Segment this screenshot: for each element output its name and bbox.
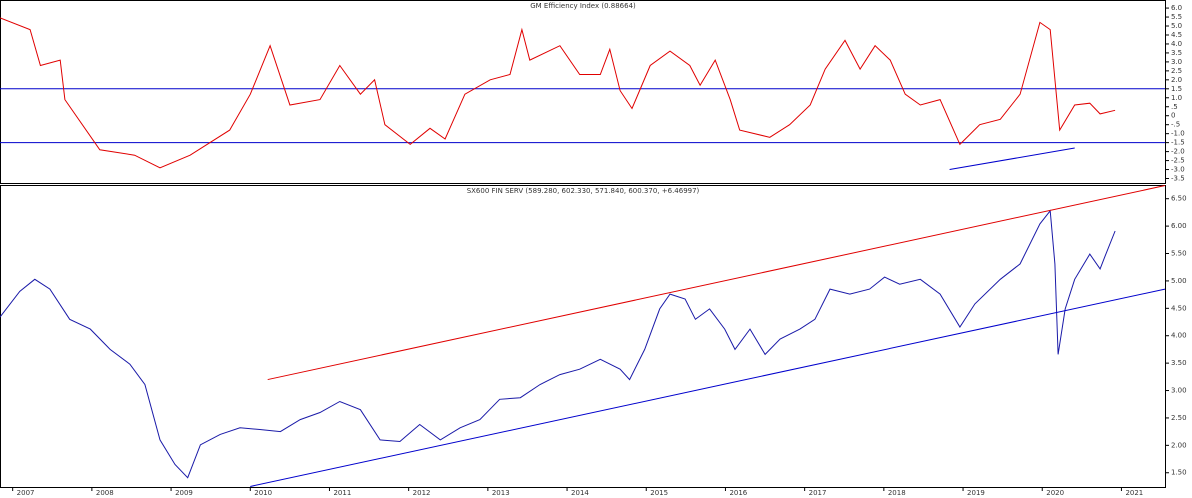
- trend-line: [949, 147, 1075, 171]
- y-tick-label: 2.50: [1171, 414, 1187, 422]
- data-line: [0, 17, 1116, 169]
- y-tick-label: 5.00: [1171, 277, 1187, 285]
- y-tick-label: 6.50: [1171, 195, 1187, 203]
- trend-line: [250, 288, 1166, 487]
- x-tick-label: 2020: [1046, 489, 1064, 497]
- x-tick-label: 2014: [571, 489, 589, 497]
- y-tick-label: 4.00: [1171, 332, 1187, 340]
- data-line: [0, 209, 1116, 479]
- y-tick-label: .5: [1171, 103, 1178, 111]
- x-tick-label: 2019: [967, 489, 985, 497]
- y-tick-label: 6.0: [1171, 4, 1182, 12]
- trend-line: [267, 185, 1166, 381]
- y-tick-label: -2.0: [1171, 148, 1185, 156]
- y-tick-label: -1.5: [1171, 139, 1185, 147]
- y-tick-label: 3.00: [1171, 387, 1187, 395]
- y-tick-label: -.5: [1171, 121, 1180, 129]
- y-tick-label: 4.5: [1171, 31, 1182, 39]
- y-tick-label: -1.0: [1171, 130, 1185, 138]
- y-tick-label: 4.50: [1171, 304, 1187, 312]
- y-tick-label: 3.0: [1171, 58, 1182, 66]
- y-tick-label: 4.0: [1171, 40, 1182, 48]
- x-tick-label: 2007: [17, 489, 35, 497]
- y-tick-label: 1.0: [1171, 94, 1182, 102]
- x-tick-label: 2018: [888, 489, 906, 497]
- y-tick-label: 1.50: [1171, 469, 1187, 477]
- x-tick-label: 2015: [650, 489, 668, 497]
- x-tick-label: 2009: [175, 489, 193, 497]
- y-tick-label: 2.5: [1171, 67, 1182, 75]
- x-tick-label: 2017: [809, 489, 827, 497]
- y-tick-label: 1.5: [1171, 85, 1182, 93]
- x-tick-label: 2008: [96, 489, 114, 497]
- y-tick-label: 3.5: [1171, 49, 1182, 57]
- panel-frame: [0, 185, 1166, 488]
- y-tick-label: 2.00: [1171, 441, 1187, 449]
- y-tick-label: 6.00: [1171, 222, 1187, 230]
- x-tick-label: 2012: [413, 489, 431, 497]
- x-tick-label: 2010: [254, 489, 272, 497]
- y-tick-label: 5.5: [1171, 13, 1182, 21]
- panel-frame: [0, 0, 1166, 184]
- y-tick-label: -3.0: [1171, 166, 1185, 174]
- x-tick-label: 2021: [1125, 489, 1143, 497]
- x-tick-label: 2013: [492, 489, 510, 497]
- x-tick-label: 2016: [729, 489, 747, 497]
- bottom-title: SX600 FIN SERV (589.280, 602.330, 571.84…: [467, 187, 700, 195]
- x-tick-label: 2011: [333, 489, 351, 497]
- y-tick-label: -3.5: [1171, 175, 1185, 183]
- y-tick-label: 0: [1171, 112, 1175, 120]
- y-tick-label: 5.0: [1171, 22, 1182, 30]
- y-tick-label: 3.50: [1171, 359, 1187, 367]
- y-tick-label: 5.50: [1171, 250, 1187, 258]
- y-tick-label: 2.0: [1171, 76, 1182, 84]
- y-tick-label: -2.5: [1171, 157, 1185, 165]
- top-title: GM Efficiency Index (0.88664): [530, 2, 636, 10]
